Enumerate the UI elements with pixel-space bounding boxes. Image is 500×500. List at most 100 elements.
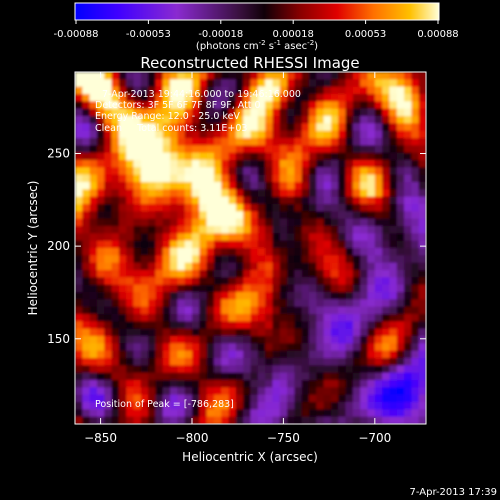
heatmap-cell: [213, 248, 222, 256]
heatmap-cell: [133, 130, 142, 139]
heatmap-cell: [389, 262, 398, 271]
heatmap-cell: [374, 402, 383, 410]
heatmap-cell: [404, 343, 412, 352]
heatmap-cell: [404, 409, 412, 418]
heatmap-cell: [235, 152, 244, 161]
heatmap-cell: [323, 380, 332, 388]
x-tick-label: −800: [176, 431, 209, 445]
heatmap-cell: [411, 123, 420, 132]
heatmap-cell: [352, 123, 361, 132]
heatmap-cell: [177, 358, 186, 366]
heatmap-cell: [104, 116, 113, 124]
heatmap-cell: [265, 211, 274, 220]
heatmap-cell: [89, 79, 98, 88]
heatmap-cell: [155, 152, 164, 161]
heatmap-cell: [257, 255, 266, 264]
heatmap-cell: [338, 79, 347, 88]
heatmap-cell: [162, 116, 171, 124]
heatmap-cell: [235, 116, 244, 124]
heatmap-cell: [257, 145, 266, 154]
heatmap-cell: [352, 284, 361, 293]
heatmap-cell: [243, 336, 252, 344]
heatmap-cell: [170, 108, 178, 117]
heatmap-cell: [170, 350, 178, 359]
heatmap-cell: [301, 240, 310, 249]
heatmap-cell: [309, 167, 317, 176]
heatmap-cell: [82, 160, 91, 168]
heatmap-cell: [272, 196, 281, 205]
heatmap-cell: [294, 116, 303, 124]
heatmap-cell: [162, 204, 171, 212]
heatmap-cell: [367, 116, 376, 124]
heatmap-cell: [367, 270, 376, 278]
heatmap-cell: [330, 182, 339, 190]
heatmap-cell: [133, 387, 142, 396]
heatmap-cell: [199, 336, 208, 344]
heatmap-cell: [243, 226, 252, 234]
heatmap-cell: [338, 358, 347, 366]
heatmap-cell: [338, 138, 347, 146]
heatmap-cell: [316, 380, 325, 388]
heatmap-cell: [389, 94, 398, 102]
heatmap-cell: [301, 160, 310, 168]
heatmap-cell: [404, 402, 412, 410]
heatmap-cell: [309, 270, 317, 278]
heatmap-cell: [206, 350, 215, 359]
heatmap-cell: [221, 336, 230, 344]
heatmap-cell: [294, 292, 303, 300]
heatmap-cell: [192, 226, 200, 234]
heatmap-cell: [206, 167, 215, 176]
heatmap-cell: [199, 174, 208, 183]
heatmap-cell: [170, 284, 178, 293]
heatmap-cell: [192, 167, 200, 176]
heatmap-cell: [309, 284, 317, 293]
heatmap-cell: [75, 321, 83, 330]
heatmap-cell: [279, 160, 288, 168]
colorbar: [74, 2, 440, 21]
heatmap-cell: [287, 167, 295, 176]
heatmap-cell: [345, 79, 354, 88]
heatmap-cell: [367, 350, 376, 359]
heatmap-cell: [111, 123, 120, 132]
heatmap-cell: [309, 86, 317, 95]
heatmap-cell: [338, 292, 347, 300]
heatmap-cell: [75, 204, 83, 212]
heatmap-cell: [404, 108, 412, 117]
heatmap-cell: [243, 321, 252, 330]
heatmap-cell: [82, 94, 91, 102]
heatmap-cell: [316, 108, 325, 117]
heatmap-cell: [111, 116, 120, 124]
heatmap-cell: [118, 321, 127, 330]
heatmap-cell: [301, 138, 310, 146]
heatmap-cell: [287, 108, 295, 117]
heatmap-cell: [213, 94, 222, 102]
heatmap-cell: [250, 321, 259, 330]
heatmap-cell: [199, 72, 208, 80]
heatmap-cell: [96, 130, 105, 139]
heatmap-cell: [279, 394, 288, 403]
heatmap-cell: [118, 336, 127, 344]
heatmap-cell: [199, 394, 208, 403]
heatmap-cell: [301, 182, 310, 190]
heatmap-cell: [126, 262, 135, 271]
heatmap-cell: [330, 167, 339, 176]
heatmap-cell: [235, 72, 244, 80]
heatmap-cell: [192, 116, 200, 124]
heatmap-cell: [243, 306, 252, 315]
heatmap-cell: [301, 218, 310, 227]
heatmap-cell: [162, 226, 171, 234]
heatmap-cell: [411, 196, 420, 205]
heatmap-cell: [126, 248, 135, 256]
heatmap-cell: [118, 284, 127, 293]
heatmap-cell: [126, 204, 135, 212]
heatmap-cell: [155, 94, 164, 102]
heatmap-cell: [389, 248, 398, 256]
heatmap-cell: [309, 182, 317, 190]
heatmap-cell: [389, 402, 398, 410]
heatmap-cell: [177, 189, 186, 198]
heatmap-cell: [345, 138, 354, 146]
heatmap-cell: [184, 416, 193, 424]
heatmap-cell: [279, 306, 288, 315]
heatmap-cell: [316, 72, 325, 80]
